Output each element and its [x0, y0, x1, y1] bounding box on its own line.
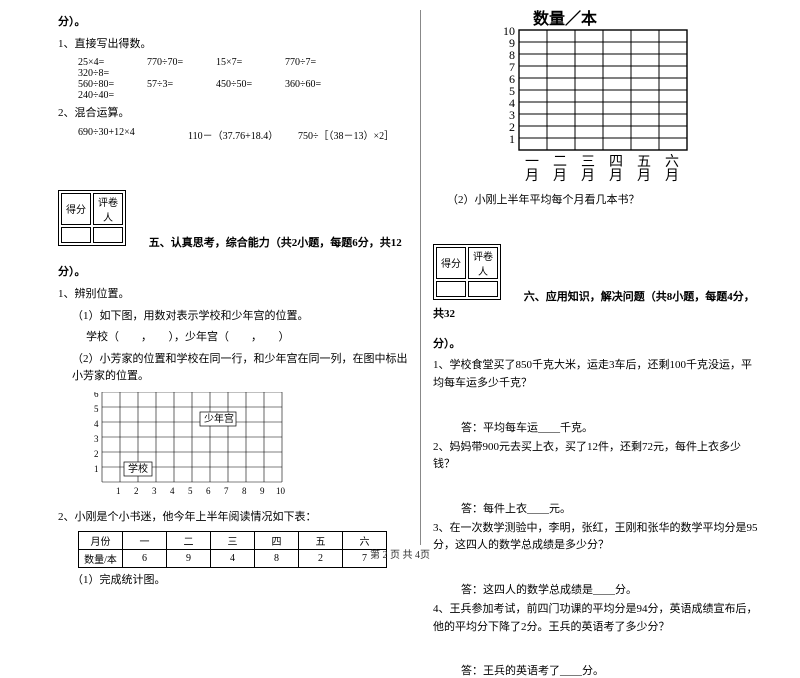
- eq: 110－（37.76+18.4）: [188, 127, 298, 142]
- x-label: 1: [116, 486, 121, 496]
- q1-title: 1、直接写出得数。: [58, 36, 408, 54]
- eq: 57÷3=: [147, 79, 212, 90]
- y-label: 2: [94, 449, 99, 459]
- svg-text:月: 月: [581, 168, 595, 184]
- q5-1-line: 学校（ ， ），少年宫（ ， ）: [58, 329, 408, 347]
- q6-1: 1、学校食堂买了850千克大米，运走3车后，还剩100千克没运，平均每车运多少千…: [433, 357, 762, 392]
- eq: 690÷30+12×4: [78, 127, 188, 142]
- x-label: 8: [242, 486, 247, 496]
- svg-text:月: 月: [525, 168, 539, 184]
- eq: 750÷［（38－13）×2］: [298, 127, 408, 142]
- eq: 770÷7=: [285, 57, 350, 68]
- q2-title: 2、混合运算。: [58, 105, 408, 123]
- svg-text:月: 月: [609, 168, 623, 184]
- y-label: 4: [94, 419, 99, 429]
- chart-wrap: 数量／本: [433, 10, 762, 188]
- eq: 450÷50=: [216, 79, 281, 90]
- y-label: 6: [94, 392, 99, 399]
- y-label: 1: [94, 464, 99, 474]
- y-label: 1: [509, 132, 515, 146]
- y-label: 5: [94, 404, 99, 414]
- svg-text:月: 月: [637, 168, 651, 184]
- youth-label: 少年宫: [204, 412, 234, 425]
- eq: 25×4=: [78, 57, 143, 68]
- position-grid: 6 5 4 3 2 1 1 2 3 4 5 6 7 8 9 10 少年宫: [86, 392, 408, 505]
- heading-end: 分）。: [58, 14, 408, 32]
- scorebox-right: 得分评卷人: [433, 244, 501, 300]
- q5-1-2: （2）小芳家的位置和学校在同一行，和少年宫在同一列，在图中标出小芳家的位置。: [58, 351, 408, 386]
- eq: 240÷40=: [78, 90, 143, 101]
- column-divider: [420, 10, 421, 545]
- section5-end: 分）。: [58, 264, 408, 282]
- x-label: 10: [276, 486, 286, 496]
- x-label: 6: [206, 486, 211, 496]
- q6-2: 2、妈妈带900元去买上衣，买了12件，还剩72元，每件上衣多少钱？: [433, 439, 762, 474]
- left-column: 分）。 1、直接写出得数。 25×4= 770÷70= 15×7= 770÷7=…: [50, 10, 416, 545]
- q5-2: 2、小刚是个小书迷，他今年上半年阅读情况如下表：: [58, 509, 408, 527]
- x-label: 四: [609, 155, 623, 170]
- score-h2: 评卷人: [468, 247, 498, 279]
- q5-2-1: （1）完成统计图。: [58, 572, 408, 590]
- x-label: 三: [581, 155, 595, 170]
- q6-4: 4、王兵参加考试，前四门功课的平均分是94分，英语成绩宣布后，他的平均分下降了2…: [433, 601, 762, 636]
- eq: 15×7=: [216, 57, 281, 68]
- eq-row-1: 25×4= 770÷70= 15×7= 770÷7= 320÷8=: [58, 57, 408, 79]
- ans3: 答：这四人的数学总成绩是____分。: [433, 581, 762, 597]
- scorebox-left: 得分评卷人: [58, 190, 126, 246]
- section6-end: 分）。: [433, 336, 762, 354]
- x-label: 3: [152, 486, 157, 496]
- x-label: 7: [224, 486, 229, 496]
- ans2: 答：每件上衣____元。: [433, 500, 762, 516]
- q5-2-2: （2）小刚上半年平均每个月看几本书？: [433, 192, 762, 210]
- x-label: 六: [665, 154, 679, 170]
- svg-text:月: 月: [553, 168, 567, 184]
- x-label: 二: [553, 155, 567, 170]
- x-label: 2: [134, 486, 139, 496]
- x-label: 一: [525, 155, 539, 170]
- eq-row-2: 560÷80= 57÷3= 450÷50= 360÷60= 240÷40=: [58, 79, 408, 101]
- school-label: 学校: [128, 462, 148, 475]
- score-h2: 评卷人: [93, 193, 123, 225]
- q5-1: 1、辨别位置。: [58, 286, 408, 304]
- score-h1: 得分: [436, 247, 466, 279]
- mix-row: 690÷30+12×4 110－（37.76+18.4） 750÷［（38－13…: [58, 127, 408, 142]
- grid-svg: 6 5 4 3 2 1 1 2 3 4 5 6 7 8 9 10 少年宫: [86, 392, 296, 502]
- eq: 360÷60=: [285, 79, 350, 90]
- y-label: 3: [94, 434, 99, 444]
- ans4: 答：王兵的英语考了____分。: [433, 662, 762, 678]
- eq: 560÷80=: [78, 79, 143, 90]
- ans1: 答：平均每车运____千克。: [433, 419, 762, 435]
- bar-chart-svg: 数量／本: [483, 10, 713, 185]
- q5-1-1: （1）如下图，用数对表示学校和少年宫的位置。: [58, 308, 408, 326]
- x-label: 9: [260, 486, 265, 496]
- eq: 320÷8=: [78, 68, 143, 79]
- x-label: 4: [170, 486, 175, 496]
- score-h1: 得分: [61, 193, 91, 225]
- svg-text:月: 月: [665, 168, 679, 184]
- x-label: 五: [637, 155, 651, 170]
- x-label: 5: [188, 486, 193, 496]
- section5-title: 五、认真思考，综合能力（共2小题，每题6分，共12: [129, 237, 402, 249]
- right-column: 数量／本: [425, 10, 770, 545]
- chart-title: 数量／本: [533, 10, 597, 28]
- page-footer: 第 2 页 共 4页: [0, 546, 800, 561]
- eq: 770÷70=: [147, 57, 212, 68]
